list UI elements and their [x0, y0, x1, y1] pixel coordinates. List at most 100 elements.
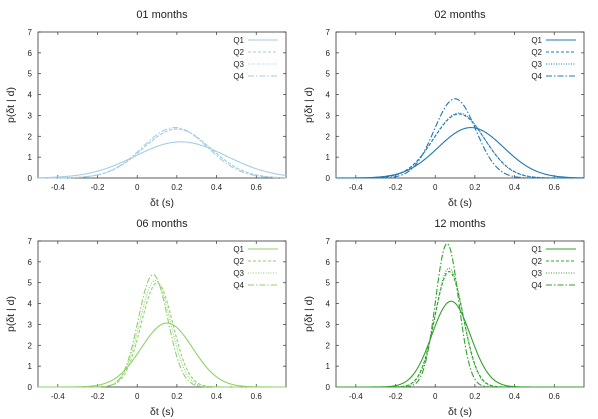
x-tick-label: -0.2 [389, 392, 403, 401]
x-axis-label: δt (s) [448, 197, 472, 209]
y-tick-label: 6 [326, 258, 331, 267]
chart-panel-2: 02 months 0 1 2 3 4 5 6 7 -0.4 -0.2 0 0.2 0.4 0.6 δt (s… [303, 9, 585, 209]
series-line-q3 [38, 128, 287, 179]
y-tick-label: 4 [326, 91, 331, 100]
legend-label: Q1 [531, 36, 542, 45]
plot-frame [335, 31, 585, 179]
x-tick-label: 0.4 [211, 392, 223, 401]
y-tick-label: 3 [28, 320, 33, 329]
x-tick-label: -0.2 [91, 392, 105, 401]
x-tick-label: -0.4 [51, 392, 65, 401]
legend-label: Q2 [531, 257, 542, 266]
chart-panel-3: 06 months 0 1 2 3 4 5 6 7 -0.4 -0.2 0 0.2 0.4 0.6 δt (s… [5, 218, 287, 418]
plot-frame [37, 240, 287, 388]
y-tick-label: 3 [326, 320, 331, 329]
series-line-q3 [336, 267, 584, 388]
y-axis-label: p(δt | d) [5, 296, 17, 332]
series-line-q1 [336, 300, 584, 388]
y-tick-label: 6 [28, 258, 33, 267]
y-tick-label: 2 [28, 341, 33, 350]
y-tick-label: 1 [326, 153, 331, 162]
legend-label: Q1 [233, 36, 244, 45]
y-tick-label: 4 [326, 300, 331, 309]
y-tick-label: 2 [28, 132, 33, 141]
y-axis-label: p(δt | d) [303, 87, 315, 123]
legend-label: Q3 [233, 60, 244, 69]
series-line-q1 [336, 127, 585, 179]
y-tick-label: 7 [326, 28, 331, 37]
y-tick-label: 3 [28, 111, 33, 120]
x-axis-label: δt (s) [448, 406, 472, 418]
x-tick-label: -0.4 [349, 392, 363, 401]
y-tick-label: 0 [326, 174, 331, 183]
y-tick-label: 7 [326, 237, 331, 246]
x-tick-label: 0 [433, 392, 438, 401]
series-line-q4 [336, 98, 584, 179]
x-tick-label: 0.6 [251, 392, 263, 401]
y-tick-label: 4 [28, 91, 33, 100]
x-axis-label: δt (s) [150, 406, 174, 418]
series-line-q4 [38, 127, 287, 179]
y-tick-label: 4 [28, 300, 33, 309]
x-tick-label: 0.2 [469, 392, 481, 401]
series-line-q1 [37, 141, 287, 179]
y-tick-label: 5 [28, 70, 33, 79]
x-tick-label: 0.2 [171, 392, 183, 401]
chart-panel-1: 01 months 0 1 2 3 4 5 6 7 -0.4 -0.2 0 0.2 0.4 0.6 δt (s… [5, 9, 287, 209]
x-axis-label: δt (s) [150, 197, 174, 209]
y-tick-label: 0 [28, 174, 33, 183]
chart-title: 01 months [136, 9, 188, 21]
x-tick-label: 0.4 [211, 183, 223, 192]
legend-label: Q4 [233, 281, 244, 290]
x-tick-label: 0.4 [509, 183, 521, 192]
series-line-q3 [38, 279, 286, 388]
x-tick-label: 0.6 [549, 183, 561, 192]
series-line-q2 [336, 270, 584, 388]
y-tick-label: 7 [28, 28, 33, 37]
y-tick-label: 1 [326, 362, 331, 371]
legend-label: Q2 [531, 48, 542, 57]
x-tick-label: 0.2 [469, 183, 481, 192]
chart-title: 06 months [136, 218, 188, 230]
legend-label: Q4 [531, 72, 542, 81]
series-line-q2 [38, 282, 286, 388]
x-tick-label: -0.4 [349, 183, 363, 192]
y-tick-label: 2 [326, 341, 331, 350]
chart-title: 02 months [434, 9, 486, 21]
x-tick-label: -0.2 [91, 183, 105, 192]
y-tick-label: 1 [28, 153, 33, 162]
x-tick-label: -0.4 [51, 183, 65, 192]
y-tick-label: 1 [28, 362, 33, 371]
y-tick-label: 5 [326, 70, 331, 79]
legend-label: Q3 [531, 269, 542, 278]
legend-label: Q2 [233, 257, 244, 266]
x-tick-label: 0 [135, 183, 140, 192]
legend-label: Q2 [233, 48, 244, 57]
x-tick-label: 0 [135, 392, 140, 401]
y-tick-label: 6 [28, 49, 33, 58]
x-tick-label: 0 [433, 183, 438, 192]
y-tick-label: 5 [326, 279, 331, 288]
x-tick-label: 0.6 [549, 392, 561, 401]
y-tick-label: 6 [326, 49, 331, 58]
y-tick-label: 0 [326, 383, 331, 392]
y-axis-label: p(δt | d) [5, 87, 17, 123]
y-tick-label: 0 [28, 383, 33, 392]
y-axis-label: p(δt | d) [303, 296, 315, 332]
legend-label: Q1 [531, 245, 542, 254]
series-line-q1 [38, 322, 286, 388]
y-tick-label: 3 [326, 111, 331, 120]
chart-title: 12 months [434, 218, 486, 230]
series-line-q3 [336, 112, 584, 179]
legend-label: Q4 [531, 281, 542, 290]
chart-panel-4: 12 months 0 1 2 3 4 5 6 7 -0.4 -0.2 0 0.2 0.4 0.6 δt (s… [303, 218, 585, 418]
series-line-q4 [38, 274, 286, 388]
y-tick-label: 7 [28, 237, 33, 246]
x-tick-label: 0.6 [251, 183, 263, 192]
legend-label: Q4 [233, 72, 244, 81]
legend-label: Q3 [531, 60, 542, 69]
legend-label: Q3 [233, 269, 244, 278]
series-line-q2 [38, 128, 287, 179]
series-line-q4 [336, 243, 584, 388]
